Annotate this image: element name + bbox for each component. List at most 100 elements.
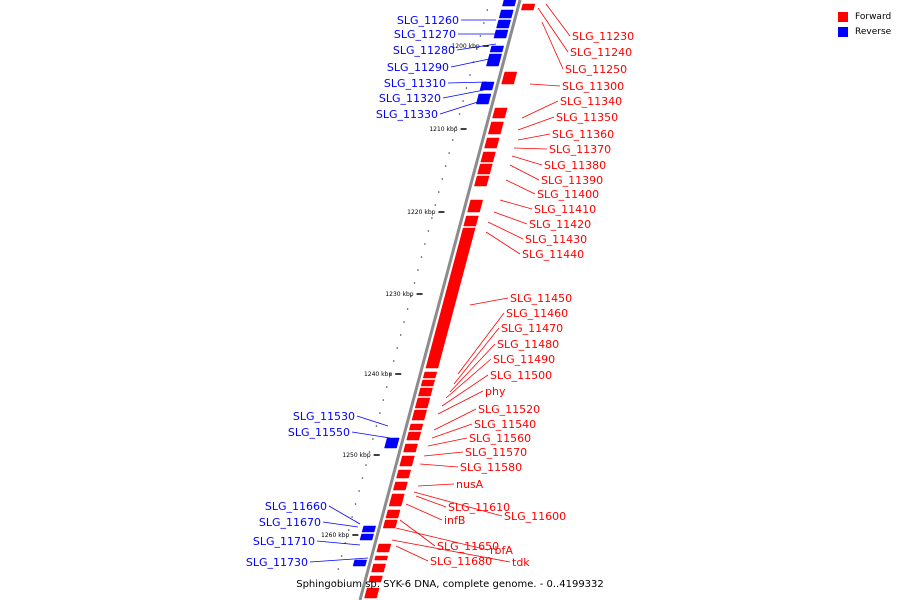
reverse-gene-label[interactable]: SLG_11320 [379,92,441,105]
forward-gene-block [396,469,412,479]
forward-gene-label[interactable]: rbfA [490,544,513,557]
tick-label: 1250 kbp [342,452,370,459]
forward-leader-line [433,408,477,431]
minor-tick-dot [379,412,381,414]
forward-gene-label[interactable]: SLG_11350 [556,111,618,124]
minor-tick-dot [392,360,395,362]
forward-gene-label[interactable]: SLG_11410 [534,203,596,216]
minor-tick-dot [368,451,371,453]
forward-gene-label[interactable]: SLG_11380 [544,159,606,172]
forward-leader-line [457,312,505,375]
forward-leader-line [545,3,571,37]
label-leaders [309,3,571,563]
reverse-gene-label[interactable]: SLG_11710 [253,535,315,548]
forward-gene-label[interactable]: SLG_11450 [510,292,572,305]
reverse-gene-label[interactable]: SLG_11550 [288,426,350,439]
legend-forward: Forward [838,9,891,24]
reverse-gene-block [489,45,505,53]
forward-gene-label[interactable]: SLG_11390 [541,174,603,187]
forward-leader-line [423,451,464,457]
reverse-leader-line [439,99,485,115]
reverse-gene-label[interactable]: SLG_11260 [397,14,459,27]
minor-tick-dot [465,87,468,89]
forward-gene-block [520,3,536,11]
reverse-gene-block [384,437,400,449]
forward-gene-block [376,543,392,553]
minor-tick-dot [340,555,343,557]
forward-leader-line [419,463,459,468]
forward-leader-line [517,116,555,131]
tick-label: 1260 kbp [321,532,349,539]
forward-leader-line [537,7,569,53]
reverse-gene-label[interactable]: SLG_11310 [384,77,446,90]
reverse-gene-label[interactable]: SLG_11270 [394,28,456,41]
minor-tick-dot [417,269,419,271]
forward-gene-label[interactable]: SLG_11490 [493,353,555,366]
minor-tick-dot [424,243,426,245]
forward-gene-block [501,71,518,85]
forward-gene-label[interactable]: SLG_11480 [497,338,559,351]
forward-gene-label[interactable]: SLG_11430 [525,233,587,246]
forward-gene-label[interactable]: SLG_11600 [504,510,566,523]
gene-features [352,0,536,599]
forward-gene-label[interactable]: SLG_11650 [437,540,499,553]
forward-gene-label[interactable]: phy [485,385,506,398]
forward-swatch [838,11,848,22]
reverse-gene-label[interactable]: SLG_11530 [293,410,355,423]
forward-gene-label[interactable]: SLG_11520 [478,403,540,416]
forward-gene-label[interactable]: SLG_11560 [469,432,531,445]
forward-gene-label[interactable]: SLG_11230 [572,30,634,43]
minor-tick-dot [372,438,374,440]
reverse-leader-line [316,540,361,546]
forward-gene-label[interactable]: infB [444,514,465,527]
forward-gene-label[interactable]: SLG_11300 [562,80,624,93]
minor-tick-dot [396,347,399,349]
forward-gene-label[interactable]: nusA [456,478,484,491]
reverse-gene-label[interactable]: SLG_11290 [387,61,449,74]
minor-tick-dot [354,503,357,505]
reverse-leader-line [447,81,488,84]
forward-gene-block [408,423,424,431]
forward-gene-label[interactable]: SLG_11360 [552,128,614,141]
minor-tick-dot [358,490,360,492]
forward-gene-label[interactable]: SLG_11440 [522,248,584,261]
minor-tick-dot [403,321,405,323]
forward-gene-label[interactable]: SLG_11610 [448,501,510,514]
forward-gene-block [371,563,386,573]
forward-gene-label[interactable]: SLG_11540 [474,418,536,431]
forward-gene-label[interactable]: SLG_11460 [506,307,568,320]
minor-tick-dot [361,477,364,479]
forward-gene-label[interactable]: SLG_11570 [465,446,527,459]
forward-gene-label[interactable]: SLG_11420 [529,218,591,231]
reverse-gene-label[interactable]: SLG_11660 [265,500,327,513]
forward-gene-label[interactable]: tdk [512,556,530,569]
reverse-gene-label[interactable]: SLG_11670 [259,516,321,529]
reverse-gene-block [493,29,509,39]
reverse-gene-label[interactable]: SLG_11730 [246,556,308,569]
forward-leader-line [445,358,492,399]
minor-tick-dot [479,35,482,37]
reverse-leader-line [456,43,497,51]
forward-gene-label[interactable]: SLG_11500 [490,369,552,382]
minor-tick-dot [444,165,447,167]
reverse-swatch [838,26,848,37]
reverse-leader-line [322,521,359,528]
forward-gene-label[interactable]: SLG_11370 [549,143,611,156]
reverse-leader-line [442,89,485,99]
forward-gene-label[interactable]: SLG_11340 [560,95,622,108]
forward-gene-block [406,431,422,441]
forward-gene-label[interactable]: SLG_11240 [570,46,632,59]
reverse-gene-label[interactable]: SLG_11330 [376,108,438,121]
forward-gene-label[interactable]: SLG_11250 [565,63,627,76]
minor-tick-dot [365,464,367,466]
forward-leader-line [415,495,447,508]
reverse-gene-label[interactable]: SLG_11280 [393,44,455,57]
forward-gene-label[interactable]: SLG_11400 [537,188,599,201]
forward-gene-label[interactable]: SLG_11580 [460,461,522,474]
forward-gene-label[interactable]: SLG_11470 [501,322,563,335]
minor-tick-dot [389,373,392,375]
minor-tick-dot [455,126,457,128]
forward-gene-label[interactable]: SLG_11680 [430,555,492,568]
reverse-gene-block [486,53,502,67]
